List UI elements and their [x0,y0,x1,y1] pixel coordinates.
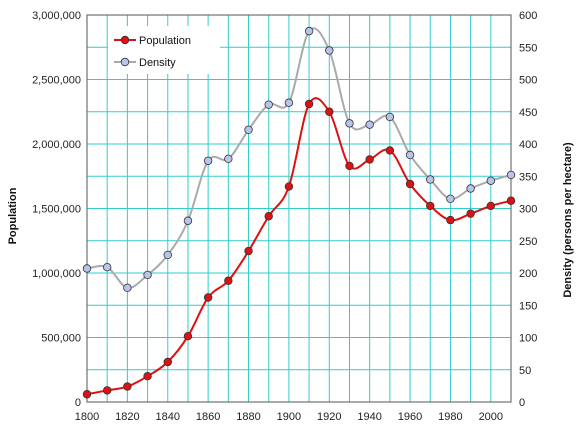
y-right-tick-label: 500 [519,75,537,87]
density-point [446,194,455,204]
population-point [264,212,273,221]
density-point [102,262,112,272]
population-point [426,201,435,211]
y-right-tick-label: 600 [519,10,537,22]
y-left-tick-label: 2,000,000 [32,139,81,151]
y-right-tick-label: 0 [519,397,525,409]
population-point [486,201,496,211]
y-right-tick-label: 450 [519,107,537,119]
y-right-tick-label: 200 [519,268,537,280]
series-lines [86,27,512,396]
density-point [426,175,435,184]
density-point [405,150,415,160]
legend-density-swatch-marker [120,57,130,67]
population-point [466,209,475,218]
density-point [284,98,294,107]
legend-population-label: Population [139,35,191,47]
legend-population-swatch-marker [120,35,130,45]
x-tick-label: 1900 [277,411,301,423]
density-point [123,283,132,293]
plot-frame [86,14,512,403]
density-point [325,46,334,55]
density-point [163,250,172,260]
y-left-tick-label: 0 [75,397,81,409]
population-point [102,386,112,395]
x-tick-label: 1940 [357,411,381,423]
population-point [143,372,152,381]
density-point [264,100,273,109]
x-tick-label: 2000 [479,411,503,423]
y-left-tick-label: 500,000 [41,333,81,345]
y-left-tick-label: 1,000,000 [32,268,81,280]
y-right-tick-label: 550 [519,42,537,54]
population-point [506,196,516,205]
y-right-tick-label: 400 [519,139,537,151]
density-point [365,120,374,129]
population-point [163,357,172,367]
density-point [224,154,233,164]
x-tick-label: 1860 [196,411,220,423]
density-point [304,26,314,36]
y-right-tick-label: 100 [519,333,537,345]
y-right-tick-label: 150 [519,300,537,312]
population-point [446,215,455,225]
x-tick-labels: 1800 1820 1840 1860 1880 1900 1920 1940 1960 1980… [75,411,503,423]
y-left-tick-label: 1,500,000 [32,204,81,216]
y-right-tick-labels: 0 50 100 150 200 250 300 350 400 450 500 550 600 [519,10,537,409]
population-point [224,276,233,285]
population-point [405,179,415,189]
density-point [466,184,475,193]
density-point [143,270,152,280]
x-tick-label: 1960 [398,411,422,423]
population-point [123,382,132,391]
population-point [82,390,92,399]
y-right-axis-title: Density (persons per hectare) [562,142,574,298]
density-point [385,112,395,122]
y-right-tick-label: 250 [519,236,537,248]
x-tick-label: 1980 [438,411,462,423]
density-point [82,264,92,273]
population-point [203,293,213,302]
population-point [345,161,354,171]
density-point [244,125,253,135]
population-point [304,99,314,109]
legend: Population Density [108,26,220,74]
y-right-tick-label: 50 [519,365,531,377]
y-left-axis-title: Population [7,187,19,244]
population-point [244,246,253,256]
x-tick-label: 1800 [75,411,99,423]
y-left-tick-label: 2,500,000 [32,75,81,87]
y-left-tick-labels: 0 500,000 1,000,000 1,500,000 2,000,000 2,500… [32,10,81,409]
population-point [385,146,395,155]
y-right-tick-label: 350 [519,171,537,183]
series-markers [82,26,516,399]
density-point [183,216,193,225]
x-tick-label: 1840 [156,411,180,423]
density-point [203,156,213,165]
y-left-tick-label: 3,000,000 [32,10,81,22]
legend-density-label: Density [139,57,176,69]
density-point [345,119,354,128]
y-right-tick-label: 300 [519,204,537,216]
x-tick-label: 1880 [236,411,260,423]
population-point [365,155,374,164]
density-line [86,27,512,289]
x-tick-label: 1920 [317,411,341,423]
population-point [284,182,294,191]
x-tick-label: 1820 [115,411,139,423]
plot-border [86,14,512,403]
population-point [325,107,334,116]
density-point [506,170,516,180]
population-point [183,332,193,341]
density-point [486,176,496,185]
population-line [86,97,512,396]
legend-background [108,26,220,74]
